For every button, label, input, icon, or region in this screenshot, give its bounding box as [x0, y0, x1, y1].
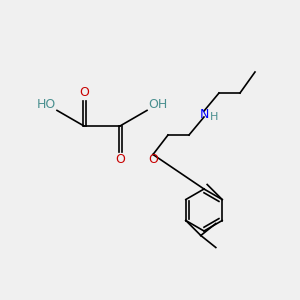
Text: N: N: [199, 107, 209, 121]
Text: O: O: [115, 152, 125, 166]
Text: O: O: [79, 86, 89, 100]
Text: H: H: [210, 112, 219, 122]
Text: HO: HO: [37, 98, 56, 111]
Text: O: O: [148, 152, 158, 166]
Text: OH: OH: [148, 98, 167, 111]
